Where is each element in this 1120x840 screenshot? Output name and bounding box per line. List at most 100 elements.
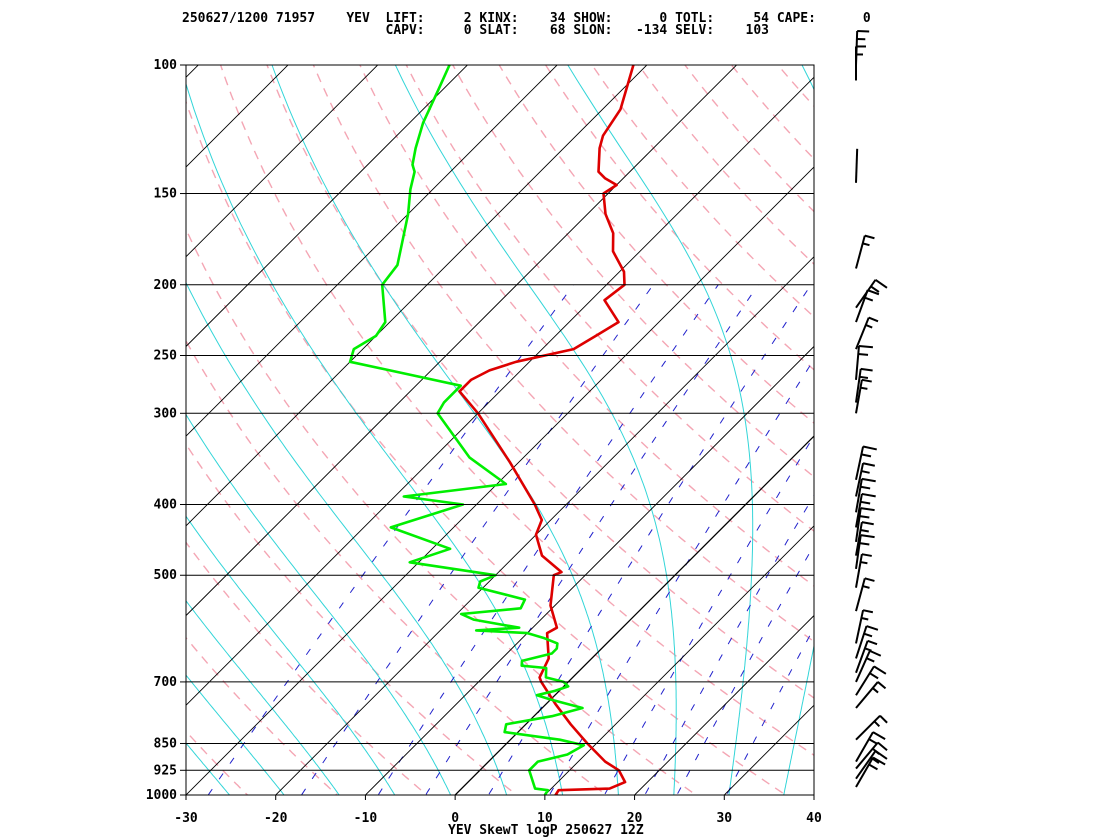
wind-barb-staff <box>855 446 865 480</box>
dry-adiabat-line <box>856 49 1120 811</box>
wind-barb-staff <box>855 148 859 183</box>
wind-barb-staff <box>855 554 863 588</box>
y-tick-label: 700 <box>154 675 178 690</box>
moist-adiabat-line <box>186 742 231 795</box>
wind-barb-staff <box>855 289 869 323</box>
wind-barb-feather <box>867 639 878 646</box>
y-tick-label: 500 <box>154 568 178 583</box>
x-tick-label: -20 <box>264 811 288 826</box>
wind-barb-staff <box>855 317 870 350</box>
y-tick-label: 925 <box>154 763 177 778</box>
wind-barb-feather <box>860 386 868 390</box>
mixing-ratio-line <box>644 494 814 795</box>
mixing-ratio-line <box>603 434 814 795</box>
wind-barb-feather <box>861 470 870 474</box>
wind-barb-feather <box>860 507 875 512</box>
isotherm-line <box>813 794 814 795</box>
dewpoint-profile-line <box>348 65 586 795</box>
dry-adiabat-line <box>730 65 814 160</box>
dry-adiabat-line <box>591 65 814 318</box>
wind-barb-feather <box>868 316 879 323</box>
wind-barb-staff <box>855 345 860 380</box>
wind-barb-feather <box>861 477 876 483</box>
plot-frame <box>185 64 815 796</box>
dry-adiabat-line <box>684 65 814 213</box>
dry-adiabat-line <box>186 99 787 795</box>
isotherm-line <box>186 65 648 527</box>
dry-adiabat-line <box>186 636 339 795</box>
wind-barb-feather <box>877 741 888 751</box>
y-tick-label: 400 <box>154 498 178 513</box>
y-tick-label: 100 <box>154 58 178 73</box>
dry-adiabat-line <box>902 49 1120 811</box>
isotherm-line <box>364 345 814 795</box>
wind-barb-staff <box>855 731 874 763</box>
dry-adiabat-line <box>186 730 249 795</box>
wind-barb-feather <box>862 462 876 467</box>
dry-adiabat-line <box>776 65 814 108</box>
wind-barb-staff <box>855 609 865 644</box>
isotherm-line <box>186 76 814 706</box>
wind-barb-staff <box>855 681 879 709</box>
wind-barb-feather <box>860 561 868 565</box>
wind-barb-feather <box>858 352 869 356</box>
isotherm-line <box>186 65 199 78</box>
moist-adiabat-line <box>186 515 396 795</box>
wind-barb-staff <box>855 650 871 683</box>
wind-barb-feather <box>873 720 881 727</box>
x-tick-label: -30 <box>174 811 198 826</box>
wind-barb-feather <box>874 750 888 760</box>
wind-barb-feather <box>877 681 887 690</box>
isobar-lines <box>180 64 814 796</box>
plot-series <box>348 65 635 795</box>
wind-barb-staff <box>855 640 869 674</box>
wind-barb-staff <box>855 379 863 414</box>
wind-barb-feather <box>872 756 886 766</box>
wind-barb-feather <box>860 367 873 372</box>
mixing-ratio-line <box>425 284 759 795</box>
x-tick-label: 0 <box>451 811 459 826</box>
y-tick-label: 1000 <box>146 788 177 803</box>
wind-barb-feather <box>869 672 879 680</box>
mixing-ratio-line <box>377 284 719 795</box>
isotherm-line <box>275 256 814 795</box>
wind-barb-staff <box>855 463 865 497</box>
wind-barb-feather <box>859 515 870 519</box>
mixing-ratio-line <box>676 544 814 795</box>
wind-barb-staff <box>855 757 874 788</box>
moist-adiabat-line <box>567 65 754 795</box>
wind-barb-staff <box>855 493 863 528</box>
x-tick-label: 20 <box>627 811 643 826</box>
isotherm-line <box>186 65 289 168</box>
isotherm-line <box>0 49 125 811</box>
header-line-1: 250627/1200 71957 YEV LIFT: 2 KINX: 34 S… <box>182 11 871 26</box>
wind-barb-feather <box>861 378 872 383</box>
wind-barb-feather <box>879 714 888 724</box>
isotherm-line <box>186 65 558 437</box>
moist-adiabat-line <box>186 281 508 795</box>
wind-barb-staff <box>855 521 863 556</box>
wind-barb-feather <box>864 577 875 582</box>
wind-barb-staff <box>855 578 866 612</box>
isotherm-line <box>186 65 469 348</box>
moist-adiabat-line <box>834 49 1011 811</box>
dry-adiabat-line <box>186 541 428 795</box>
dry-adiabat-line <box>947 49 1120 811</box>
wind-barb-feather <box>866 625 879 631</box>
plot-grid <box>0 49 1120 811</box>
isotherm-line <box>186 65 379 258</box>
dry-adiabat-line <box>186 442 518 795</box>
wind-barb-feather <box>865 324 873 329</box>
wind-barb-feather <box>862 609 874 614</box>
wind-barb-feather <box>861 453 872 458</box>
y-tick-label: 250 <box>154 348 178 363</box>
isotherm-line <box>723 704 814 795</box>
moist-adiabat-line <box>186 674 285 795</box>
dry-adiabat-line <box>359 65 814 587</box>
isotherm-line <box>544 525 814 795</box>
wind-barb-feather <box>859 375 869 379</box>
isotherm-line <box>888 49 1120 811</box>
dry-adiabat-line <box>186 339 608 795</box>
chart-title: YEV SkewT logP 250627 12Z <box>448 823 644 838</box>
